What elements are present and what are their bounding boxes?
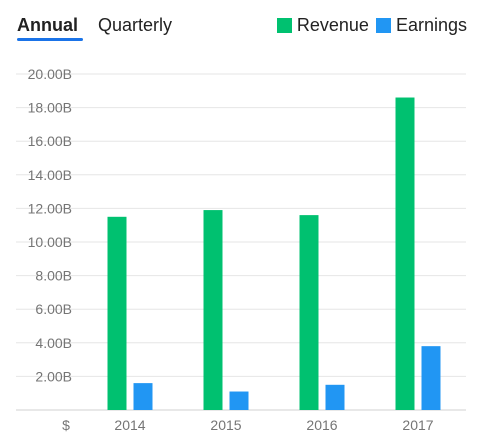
chart-header: Annual Quarterly Revenue Earnings bbox=[0, 0, 484, 44]
x-tick-label-2014: 2014 bbox=[114, 417, 145, 433]
legend-swatch-earnings bbox=[375, 17, 391, 33]
y-tick-label: 20.00B bbox=[28, 66, 72, 82]
y-tick-label: 12.00B bbox=[28, 200, 72, 216]
y-tick-label: 16.00B bbox=[28, 133, 72, 149]
bar-earnings-2015[interactable] bbox=[229, 391, 249, 410]
y-tick-label: 18.00B bbox=[28, 100, 72, 116]
x-tick-label-2015: 2015 bbox=[210, 417, 241, 433]
bar-earnings-2014[interactable] bbox=[133, 383, 153, 410]
bar-revenue-2016[interactable] bbox=[299, 215, 319, 410]
y-tick-label: 8.00B bbox=[35, 268, 72, 284]
chart-legend: Revenue Earnings bbox=[270, 14, 467, 36]
x-tick-label-2017: 2017 bbox=[402, 417, 433, 433]
legend-label-revenue: Revenue bbox=[296, 15, 369, 35]
bar-earnings-2016[interactable] bbox=[325, 384, 345, 410]
y-tick-label: 14.00B bbox=[28, 167, 72, 183]
tab-annual[interactable]: Annual bbox=[17, 15, 78, 35]
y-tick-label: 10.00B bbox=[28, 234, 72, 250]
tab-quarterly[interactable]: Quarterly bbox=[98, 15, 173, 35]
y-tick-label: 4.00B bbox=[35, 335, 72, 351]
legend-swatch-revenue bbox=[276, 17, 292, 33]
y-tick-label: 2.00B bbox=[35, 368, 72, 384]
bar-revenue-2015[interactable] bbox=[203, 210, 223, 410]
currency-label: $ bbox=[62, 417, 70, 433]
y-axis-ticks: 2.00B 4.00B 6.00B 8.00B 10.00B 12.00B 14.00B 16… bbox=[28, 66, 72, 384]
y-tick-label: 6.00B bbox=[35, 301, 72, 317]
x-tick-label-2016: 2016 bbox=[306, 417, 337, 433]
legend-item-revenue: Revenue bbox=[276, 14, 369, 36]
legend-label-earnings: Earnings bbox=[395, 15, 467, 35]
legend-item-earnings: Earnings bbox=[375, 14, 467, 36]
bars bbox=[107, 97, 441, 411]
bar-revenue-2014[interactable] bbox=[107, 216, 127, 410]
bar-revenue-2017[interactable] bbox=[395, 97, 415, 411]
grid-lines bbox=[16, 73, 466, 411]
tab-annual-underline bbox=[17, 38, 83, 41]
x-axis-ticks: 2014 2015 2016 2017 bbox=[114, 417, 433, 433]
bar-earnings-2017[interactable] bbox=[421, 346, 441, 410]
